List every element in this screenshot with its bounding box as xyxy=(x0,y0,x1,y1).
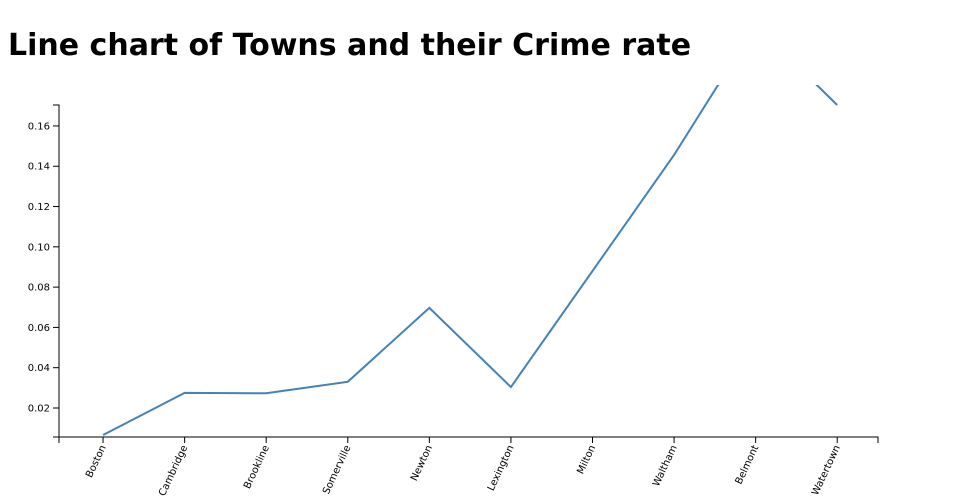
y-axis xyxy=(53,104,60,438)
y-tick-label: 0.02 xyxy=(28,403,50,414)
x-tick-label: Brookline xyxy=(242,444,272,491)
x-axis xyxy=(58,436,879,443)
y-tick-label: 0.06 xyxy=(28,323,50,334)
y-tick-label: 0.12 xyxy=(28,202,50,213)
x-tick-label: Belmont xyxy=(734,444,762,487)
x-tick-label: Somerville xyxy=(321,444,353,497)
y-tick-label: 0.04 xyxy=(28,363,50,374)
x-tick-label: Boston xyxy=(84,444,109,480)
y-tick-label: 0.14 xyxy=(28,162,50,173)
y-tick-label: 0.10 xyxy=(28,242,50,253)
x-tick-label: Lexington xyxy=(486,444,517,493)
chart-title: Line chart of Towns and their Crime rate xyxy=(8,28,691,63)
x-tick-label: Cambridge xyxy=(157,444,190,498)
y-tick-label: 0.08 xyxy=(28,283,50,294)
line xyxy=(102,85,838,436)
x-tick-label: Newton xyxy=(409,444,435,483)
x-tick-label: Milton xyxy=(575,444,598,476)
y-tick-label: 0.16 xyxy=(28,121,50,132)
x-tick-label: Watertown xyxy=(810,444,843,498)
x-tick-label: Waltham xyxy=(651,444,680,489)
